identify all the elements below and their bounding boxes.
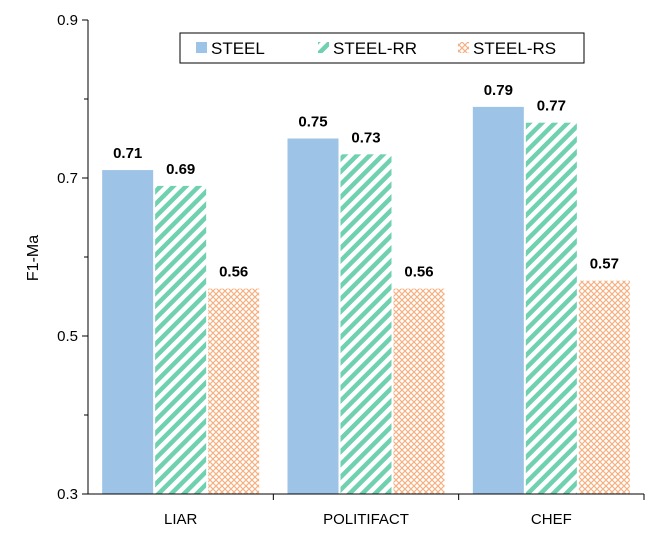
bar-steel-rs-politifact — [393, 288, 445, 494]
bar-steel-rs-chef — [578, 280, 630, 494]
y-tick-label: 0.9 — [57, 12, 78, 29]
data-label: 0.73 — [351, 129, 380, 146]
x-axis: LIAR POLITIFACT CHEF — [88, 493, 645, 528]
data-labels-group: 0.71 0.69 0.56 0.75 0.73 0.56 0.79 0.77 0.57 — [113, 82, 619, 281]
data-label: 0.75 — [298, 114, 327, 131]
legend-label: STEEL-RR — [333, 39, 417, 58]
legend-swatch-steel-rr — [318, 42, 329, 53]
bar-steel-liar — [102, 170, 154, 494]
legend-label: STEEL-RS — [473, 39, 556, 58]
data-label: 0.77 — [537, 98, 566, 115]
legend-box — [179, 32, 585, 64]
bars-group — [102, 106, 630, 495]
legend-swatch-steel-rs — [458, 42, 469, 53]
data-label: 0.71 — [113, 145, 142, 162]
y-tick-label: 0.3 — [57, 486, 78, 503]
bar-steel-chef — [472, 106, 524, 495]
legend-swatch-steel — [196, 42, 207, 53]
data-label: 0.56 — [404, 264, 433, 281]
legend-label: STEEL — [211, 39, 265, 58]
data-label: 0.79 — [484, 82, 513, 99]
data-label: 0.56 — [219, 264, 248, 281]
y-axis-title: F1-Ma — [25, 235, 42, 281]
bar-steel-rr-chef — [525, 122, 577, 494]
x-tick-label: CHEF — [531, 511, 572, 528]
y-axis: 0.3 0.5 0.7 0.9 — [57, 12, 89, 503]
y-tick-label: 0.7 — [57, 170, 78, 187]
x-tick-label: LIAR — [164, 511, 198, 528]
bar-steel-rr-politifact — [340, 154, 392, 495]
y-tick-label: 0.5 — [57, 328, 78, 345]
bar-steel-rr-liar — [155, 185, 207, 494]
bar-steel-politifact — [287, 138, 339, 494]
data-label: 0.69 — [166, 161, 195, 178]
x-tick-label: POLITIFACT — [323, 511, 409, 528]
legend: STEEL STEEL-RR STEEL-RS — [179, 32, 585, 64]
data-label: 0.57 — [590, 256, 619, 273]
bar-steel-rs-liar — [208, 288, 260, 494]
